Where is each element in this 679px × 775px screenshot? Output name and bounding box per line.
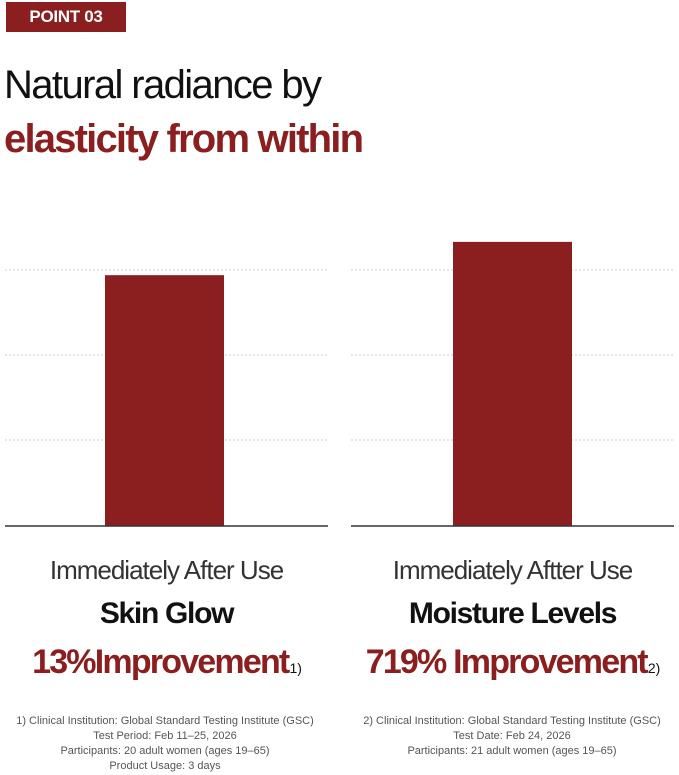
skin-glow-timing: Immediately After Use bbox=[49, 555, 284, 585]
footnote-2-line: 2) Clinical Institution: Global Standard… bbox=[363, 715, 661, 727]
skin-glow-footnote-mark: 1) bbox=[289, 660, 302, 676]
point-badge: POINT 03 bbox=[6, 2, 126, 32]
page-headline: Natural radiance by elasticity from with… bbox=[4, 58, 364, 166]
moisture-panel: Immediately Aftter Use Moisture Levels 7… bbox=[351, 180, 674, 683]
footnote-2-line: Test Date: Feb 24, 2026 bbox=[453, 730, 571, 742]
skin-glow-bar bbox=[105, 275, 224, 526]
footnote-2-line: Participants: 21 adult women (ages 19–65… bbox=[407, 745, 617, 757]
skin-glow-result-text: 13%Improvement bbox=[32, 643, 290, 681]
moisture-footnote-mark: 2) bbox=[647, 660, 661, 676]
footnote-1-line: Participants: 20 adult women (ages 19–65… bbox=[60, 745, 270, 757]
moisture-chart-svg bbox=[351, 241, 674, 527]
skin-glow-chart bbox=[5, 180, 328, 527]
skin-glow-result: 13%Improvement1) bbox=[5, 641, 328, 683]
footnote-2: 2) Clinical Institution: Global Standard… bbox=[347, 714, 677, 759]
skin-glow-title: Skin Glow bbox=[99, 597, 235, 630]
moisture-title: Moisture Levels bbox=[408, 597, 618, 630]
footnote-1-line: Product Usage: 3 days bbox=[109, 760, 221, 772]
footnote-1-line: 1) Clinical Institution: Global Standard… bbox=[16, 715, 314, 727]
moisture-chart bbox=[351, 180, 674, 527]
skin-glow-chart-svg bbox=[5, 269, 328, 527]
skin-glow-panel: Immediately After Use Skin Glow 13%Impro… bbox=[5, 180, 328, 683]
footnote-1-line: Test Period: Feb 11–25, 2026 bbox=[93, 730, 237, 742]
headline-line-2: elasticity from within bbox=[4, 117, 364, 161]
moisture-result-text: 719% Improvement bbox=[365, 643, 649, 681]
moisture-timing: Immediately Aftter Use bbox=[392, 555, 634, 585]
moisture-bar bbox=[453, 241, 572, 526]
footnote-1: 1) Clinical Institution: Global Standard… bbox=[0, 714, 330, 774]
headline-line-1: Natural radiance by bbox=[4, 63, 322, 107]
moisture-result: 719% Improvement2) bbox=[351, 641, 674, 683]
